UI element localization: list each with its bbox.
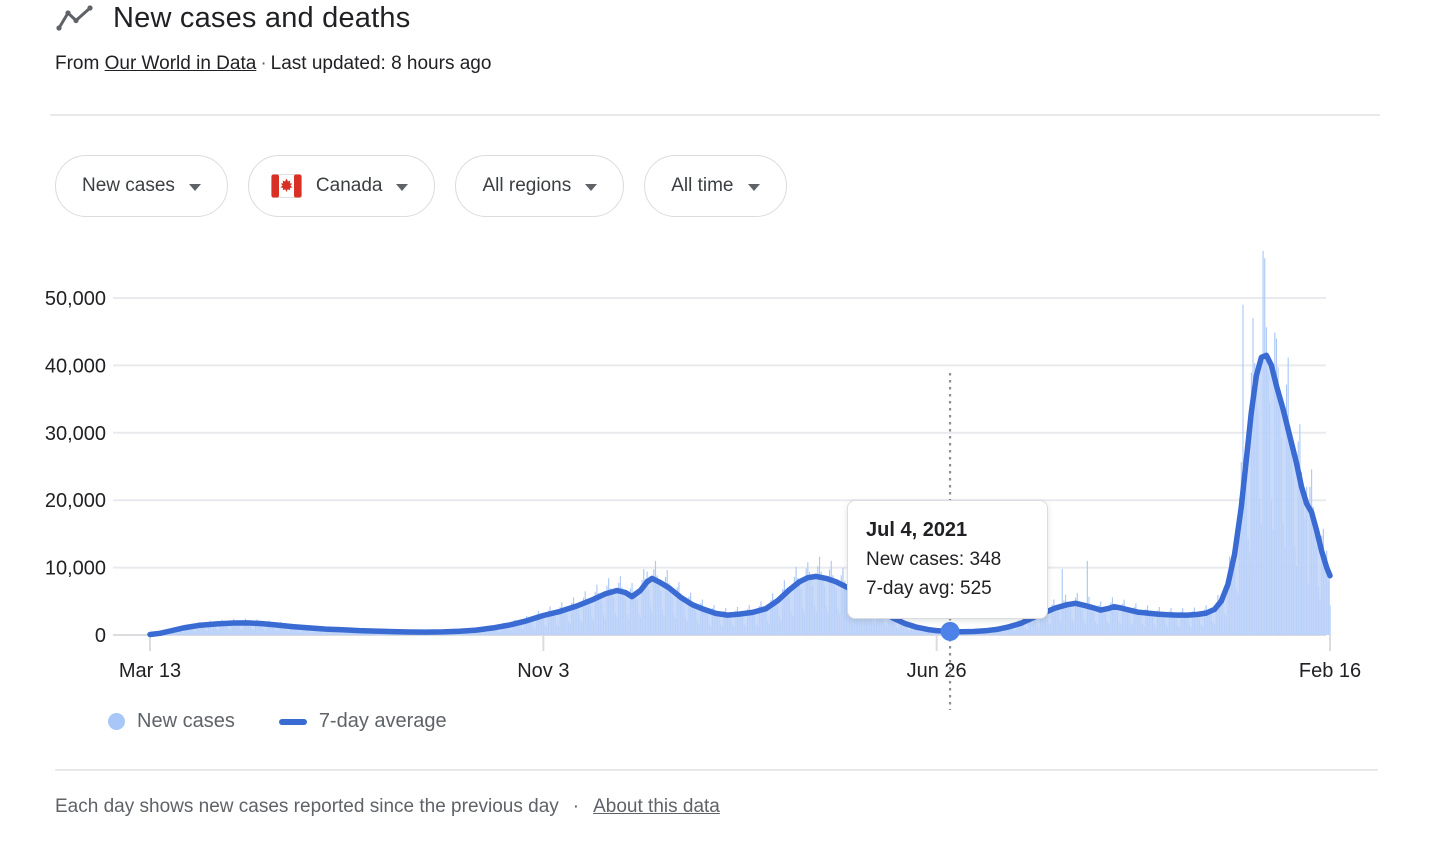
y-axis-label: 40,000 — [45, 355, 106, 377]
footer-text: Each day shows new cases reported since … — [55, 796, 559, 817]
legend-label: 7-day average — [318, 710, 447, 732]
new-cases-bar — [1086, 560, 1088, 635]
y-axis-label: 0 — [95, 625, 106, 647]
new-cases-bar — [1329, 605, 1331, 635]
metric-dropdown[interactable]: New cases — [55, 155, 228, 217]
x-axis-label: Mar 13 — [119, 660, 181, 682]
legend-item-7day-average: 7-day average — [278, 710, 447, 733]
chevron-down-icon — [188, 183, 201, 191]
divider-bottom — [55, 769, 1378, 771]
page-title: New cases and deaths — [113, 2, 411, 34]
region-dropdown-label: All regions — [482, 175, 572, 196]
source-link[interactable]: Our World in Data — [104, 53, 257, 74]
divider-top — [50, 114, 1380, 116]
x-axis-label: Nov 3 — [517, 660, 569, 682]
chart-legend: New cases 7-day average — [108, 710, 447, 733]
country-dropdown[interactable]: Canada — [247, 155, 436, 217]
dot-separator: · — [572, 796, 580, 817]
filter-bar: New cases Canada All regions All time — [55, 155, 787, 217]
new-cases-bar — [1061, 568, 1063, 635]
chevron-down-icon — [396, 183, 409, 191]
chevron-down-icon — [747, 183, 760, 191]
line-chart-icon — [56, 4, 93, 31]
y-axis-label: 50,000 — [45, 288, 106, 310]
timerange-dropdown[interactable]: All time — [644, 155, 787, 217]
footer-note: Each day shows new cases reported since … — [55, 796, 720, 818]
tooltip-new-cases: New cases: 348 — [866, 549, 1002, 570]
x-axis-label: Jun 26 — [907, 660, 967, 682]
y-axis-label: 20,000 — [45, 490, 106, 512]
about-this-data-link[interactable]: About this data — [593, 796, 720, 817]
seven-day-average-area — [150, 355, 1330, 635]
new-cases-swatch-icon — [108, 713, 125, 730]
y-axis-label: 10,000 — [45, 558, 106, 580]
header: New cases and deaths — [55, 2, 410, 35]
legend-label: New cases — [137, 710, 235, 732]
timerange-dropdown-label: All time — [671, 175, 734, 196]
legend-item-new-cases: New cases — [108, 710, 235, 733]
tooltip-date: Jul 4, 2021 — [866, 519, 968, 541]
chart-area: 0 10,000 20,000 30,000 40,000 50,000 Mar 13 Nov… — [0, 250, 1430, 712]
dot-separator: · — [260, 53, 267, 74]
source-line: From Our World in Data · Last updated: 8 h… — [55, 53, 491, 75]
metric-dropdown-label: New cases — [82, 175, 175, 196]
chevron-down-icon — [585, 183, 598, 191]
y-axis-label: 30,000 — [45, 423, 106, 445]
seven-day-average-swatch-icon — [278, 718, 307, 725]
chart-tooltip: Jul 4, 2021 New cases: 348 7-day avg: 52… — [847, 500, 1048, 619]
source-prefix: From — [55, 53, 100, 74]
seven-day-average-line — [147, 352, 1333, 638]
cases-chart[interactable]: 0 10,000 20,000 30,000 40,000 50,000 Mar 13 Nov… — [0, 250, 1430, 712]
tooltip-7day-avg: 7-day avg: 525 — [866, 578, 992, 599]
canada-flag-icon — [270, 174, 302, 198]
x-axis-label: Feb 16 — [1299, 660, 1361, 682]
last-updated: Last updated: 8 hours ago — [270, 53, 492, 74]
region-dropdown[interactable]: All regions — [455, 155, 625, 217]
hover-point-marker — [940, 621, 960, 641]
country-dropdown-label: Canada — [315, 175, 383, 196]
